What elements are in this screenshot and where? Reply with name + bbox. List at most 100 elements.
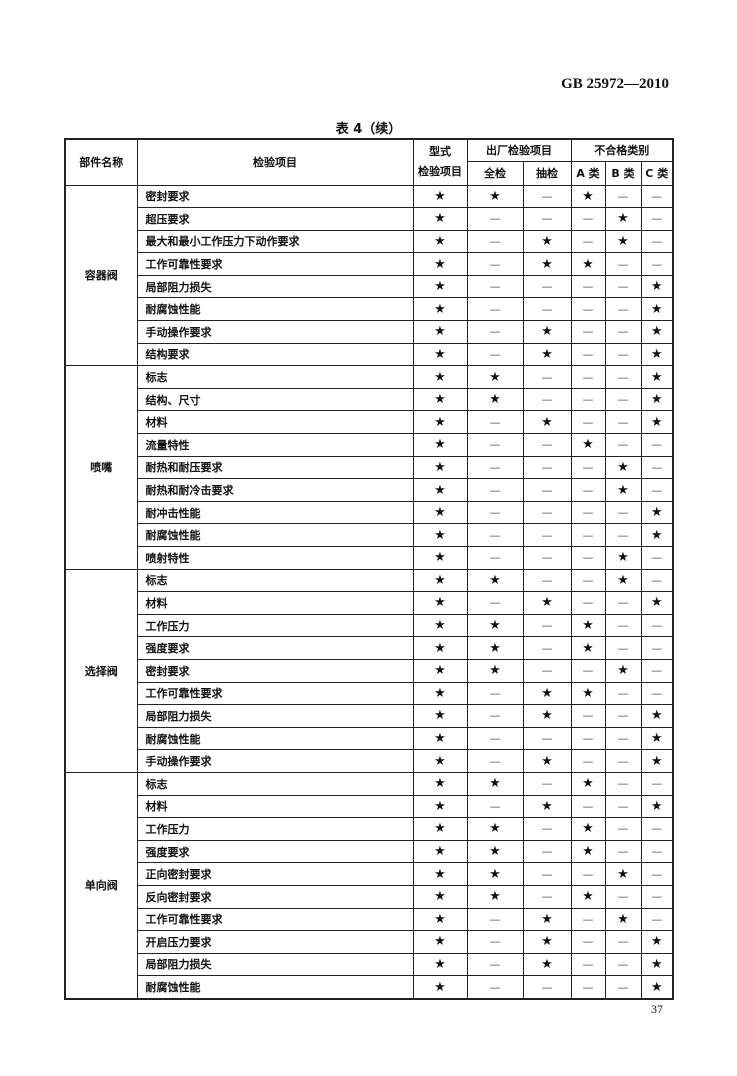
dash-mark-cell: — <box>604 930 642 954</box>
star-mark-cell: ★ <box>412 704 468 728</box>
star-mark-cell: ★ <box>640 794 674 819</box>
star-mark-cell: ★ <box>522 252 572 276</box>
star-mark-cell: ★ <box>522 342 572 367</box>
table-row: 选择阀 标志 ★ ★ — — ★ — <box>64 568 674 773</box>
dash-mark-cell: — <box>570 342 606 367</box>
dash-mark-cell: — <box>522 478 572 502</box>
table-row: 工作可靠性要求 ★ — ★ ★ — — <box>65 681 674 706</box>
dash-mark-cell: — <box>522 500 572 525</box>
star-mark-cell: ★ <box>640 274 674 299</box>
star-mark-cell: ★ <box>570 839 606 864</box>
star-mark-cell: ★ <box>412 636 468 660</box>
dash-mark-cell: — <box>570 726 606 751</box>
star-mark-cell: ★ <box>412 297 468 322</box>
dash-mark-cell: — <box>604 952 642 977</box>
star-mark-cell: ★ <box>466 613 524 638</box>
table-row: 流量特性 ★ — — ★ — — <box>65 433 674 457</box>
dash-mark-cell: — <box>522 839 572 864</box>
dash-mark-cell: — <box>640 455 674 480</box>
inspection-item-cell: 手动操作要求 <box>136 749 414 773</box>
star-mark-cell: ★ <box>522 704 572 728</box>
dash-mark-cell: — <box>522 884 572 909</box>
dash-mark-cell: — <box>604 975 642 1000</box>
dash-mark-cell: — <box>640 229 674 254</box>
inspection-item-cell: 结构、尺寸 <box>136 387 414 412</box>
dash-mark-cell: — <box>522 546 572 570</box>
star-mark-cell: ★ <box>570 252 606 276</box>
dash-mark-cell: — <box>522 274 572 299</box>
dash-mark-cell: — <box>466 433 524 457</box>
page-number: 37 <box>651 1002 663 1016</box>
dash-mark-cell: — <box>604 184 642 209</box>
dash-mark-cell: — <box>604 410 642 435</box>
dash-mark-cell: — <box>570 568 606 593</box>
star-mark-cell: ★ <box>604 455 642 480</box>
dash-mark-cell: — <box>570 523 606 547</box>
inspection-item-cell: 反向密封要求 <box>136 884 414 909</box>
dash-mark-cell: — <box>570 952 606 977</box>
star-mark-cell: ★ <box>466 387 524 412</box>
star-mark-cell: ★ <box>570 884 606 909</box>
table-row: 耐热和耐冷击要求 ★ — — — ★ — <box>65 478 674 502</box>
star-mark-cell: ★ <box>570 817 606 841</box>
star-mark-cell: ★ <box>570 184 606 209</box>
dash-mark-cell: — <box>466 229 524 254</box>
star-mark-cell: ★ <box>412 907 468 932</box>
table-row: 结构要求 ★ — ★ — — ★ <box>65 342 674 367</box>
dash-mark-cell: — <box>570 365 606 389</box>
dash-mark-cell: — <box>604 274 642 299</box>
dash-mark-cell: — <box>466 930 524 954</box>
inspection-item-cell: 局部阻力损失 <box>136 704 414 728</box>
dash-mark-cell: — <box>466 975 524 1000</box>
star-mark-cell: ★ <box>412 681 468 706</box>
inspection-item-cell: 耐热和耐压要求 <box>136 455 414 480</box>
dash-mark-cell: — <box>570 658 606 683</box>
dash-mark-cell: — <box>522 184 572 209</box>
dash-mark-cell: — <box>570 207 606 231</box>
star-mark-cell: ★ <box>522 749 572 773</box>
star-mark-cell: ★ <box>412 658 468 683</box>
star-mark-cell: ★ <box>466 817 524 841</box>
dash-mark-cell: — <box>570 862 606 886</box>
inspection-item-cell: 耐腐蚀性能 <box>136 726 414 751</box>
dash-mark-cell: — <box>466 500 524 525</box>
dash-mark-cell: — <box>640 771 674 796</box>
dash-mark-cell: — <box>640 207 674 231</box>
table-row: 手动操作要求 ★ — ★ — — ★ <box>65 749 674 773</box>
star-mark-cell: ★ <box>570 681 606 706</box>
dash-mark-cell: — <box>640 636 674 660</box>
star-mark-cell: ★ <box>604 478 642 502</box>
star-mark-cell: ★ <box>640 726 674 751</box>
dash-mark-cell: — <box>522 862 572 886</box>
star-mark-cell: ★ <box>466 771 524 796</box>
star-mark-cell: ★ <box>640 930 674 954</box>
inspection-item-cell: 局部阻力损失 <box>136 952 414 977</box>
dash-mark-cell: — <box>570 229 606 254</box>
dash-mark-cell: — <box>604 726 642 751</box>
star-mark-cell: ★ <box>522 907 572 932</box>
inspection-item-cell: 材料 <box>136 410 414 435</box>
dash-mark-cell: — <box>466 546 524 570</box>
dash-mark-cell: — <box>522 523 572 547</box>
star-mark-cell: ★ <box>640 410 674 435</box>
dash-mark-cell: — <box>640 546 674 570</box>
star-mark-cell: ★ <box>640 749 674 773</box>
header-full-inspection: 全检 <box>466 160 524 186</box>
part-name-cell: 单向阀 <box>64 771 138 1000</box>
star-mark-cell: ★ <box>412 387 468 412</box>
dash-mark-cell: — <box>570 320 606 344</box>
star-mark-cell: ★ <box>412 274 468 299</box>
star-mark-cell: ★ <box>412 975 468 1000</box>
dash-mark-cell: — <box>522 433 572 457</box>
dash-mark-cell: — <box>604 252 642 276</box>
table-title: 表 4（续） <box>335 122 402 137</box>
dash-mark-cell: — <box>522 658 572 683</box>
header-inspection-item: 检验项目 <box>136 138 414 186</box>
table-row: 材料 ★ — ★ — — ★ <box>65 591 674 615</box>
table-row: 局部阻力损失 ★ — — — — ★ <box>65 274 674 299</box>
inspection-item-cell: 密封要求 <box>136 184 414 209</box>
dash-mark-cell: — <box>604 817 642 841</box>
dash-mark-cell: — <box>640 862 674 886</box>
inspection-item-cell: 工作可靠性要求 <box>136 907 414 932</box>
dash-mark-cell: — <box>604 681 642 706</box>
